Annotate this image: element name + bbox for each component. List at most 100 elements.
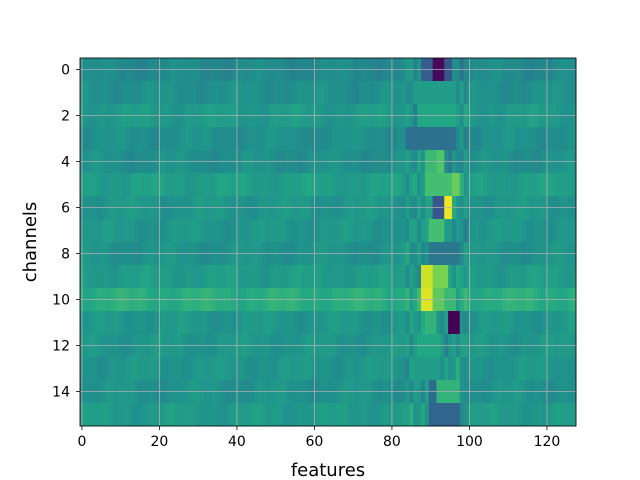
heatmap-cell (99, 357, 104, 381)
heatmap-cell (188, 403, 193, 427)
heatmap-cell (254, 357, 259, 381)
heatmap-cell (455, 81, 461, 105)
heatmap-cell (393, 173, 399, 197)
heatmap-cell (471, 265, 476, 289)
heatmap-cell (273, 81, 279, 105)
heatmap-cell (204, 219, 209, 243)
heatmap-cell (498, 127, 503, 151)
heatmap-cell (126, 265, 131, 289)
heatmap-cell (444, 311, 449, 335)
heatmap-cell (479, 357, 484, 381)
heatmap-cell (99, 265, 104, 289)
heatmap-cell (517, 173, 523, 197)
heatmap-cell (556, 219, 561, 243)
heatmap-cell (242, 81, 248, 105)
heatmap-cell (134, 311, 139, 335)
heatmap-cell (331, 173, 337, 197)
heatmap-cell (250, 403, 255, 427)
heatmap-cell (250, 219, 255, 243)
heatmap-cell (273, 173, 279, 197)
grid-lines (80, 58, 576, 426)
heatmap-cell (231, 81, 236, 105)
heatmap-cell (134, 403, 139, 427)
heatmap-cell (537, 173, 542, 197)
heatmap-cell (91, 219, 96, 243)
heatmap-cell (494, 81, 499, 105)
heatmap-cell (297, 357, 302, 381)
heatmap-cell (138, 357, 143, 381)
heatmap-cell (529, 265, 534, 289)
heatmap-cell (362, 81, 368, 105)
heatmap-cell (103, 173, 108, 197)
heatmap-cell (238, 265, 244, 289)
heatmap-cell (448, 265, 453, 289)
heatmap-cell (176, 357, 182, 381)
heatmap-cell (409, 173, 414, 197)
heatmap-cell (417, 265, 422, 289)
heatmap-cell (452, 357, 457, 381)
heatmap-cell (223, 173, 228, 197)
heatmap-cell (370, 127, 375, 151)
heatmap-cell (529, 127, 534, 151)
heatmap-cell (165, 219, 170, 243)
heatmap-cell (463, 81, 468, 105)
heatmap-cell (397, 219, 403, 243)
heatmap-cell (215, 127, 220, 151)
x-tick-label: 40 (228, 434, 246, 450)
heatmap-cell (432, 173, 437, 197)
heatmap-cell (262, 357, 267, 381)
heatmap-cell (269, 357, 275, 381)
heatmap-cell (176, 311, 182, 335)
heatmap-cell (486, 311, 492, 335)
heatmap-cell (556, 311, 561, 335)
heatmap-cell (359, 311, 364, 335)
heatmap-cell (359, 127, 364, 151)
heatmap-cell (188, 311, 193, 335)
heatmap-cell (242, 219, 248, 243)
heatmap-cell (502, 81, 507, 105)
heatmap-cell (560, 81, 565, 105)
heatmap-cell (486, 403, 492, 427)
heatmap-cell (293, 173, 298, 197)
heatmap-cell (289, 219, 294, 243)
heatmap-cell (514, 173, 519, 197)
heatmap-cell (475, 357, 480, 381)
heatmap-cell (219, 127, 224, 151)
heatmap-cell (366, 403, 372, 427)
heatmap-cell (343, 403, 348, 427)
heatmap-cell (273, 357, 279, 381)
heatmap-cell (95, 127, 100, 151)
heatmap-cell (362, 311, 368, 335)
heatmap-cell (126, 81, 131, 105)
heatmap-cell (320, 127, 325, 151)
heatmap-cell (304, 81, 310, 105)
heatmap-cell (405, 173, 410, 197)
heatmap-cell (153, 311, 158, 335)
heatmap-cell (215, 403, 220, 427)
heatmap-cell (382, 403, 387, 427)
heatmap-cell (297, 127, 302, 151)
heatmap-cell (281, 265, 286, 289)
heatmap-cell (335, 311, 341, 335)
heatmap-cell (200, 81, 205, 105)
heatmap-cell (153, 173, 158, 197)
heatmap-cell (494, 127, 499, 151)
heatmap-cell (463, 265, 468, 289)
heatmap-cell (413, 311, 418, 335)
heatmap-cell (537, 357, 542, 381)
heatmap-cell (331, 265, 337, 289)
heatmap-cell (99, 81, 104, 105)
heatmap-cell (355, 219, 360, 243)
heatmap-cell (529, 357, 534, 381)
heatmap-cell (184, 127, 189, 151)
heatmap-cell (149, 173, 155, 197)
heatmap-cell (273, 265, 279, 289)
heatmap-cell (436, 219, 441, 243)
heatmap-cell (386, 81, 391, 105)
heatmap-cell (459, 127, 465, 151)
heatmap-cell (541, 173, 546, 197)
heatmap-cell (130, 81, 135, 105)
heatmap-cell (413, 219, 418, 243)
heatmap-cell (87, 219, 93, 243)
heatmap-cell (184, 357, 189, 381)
